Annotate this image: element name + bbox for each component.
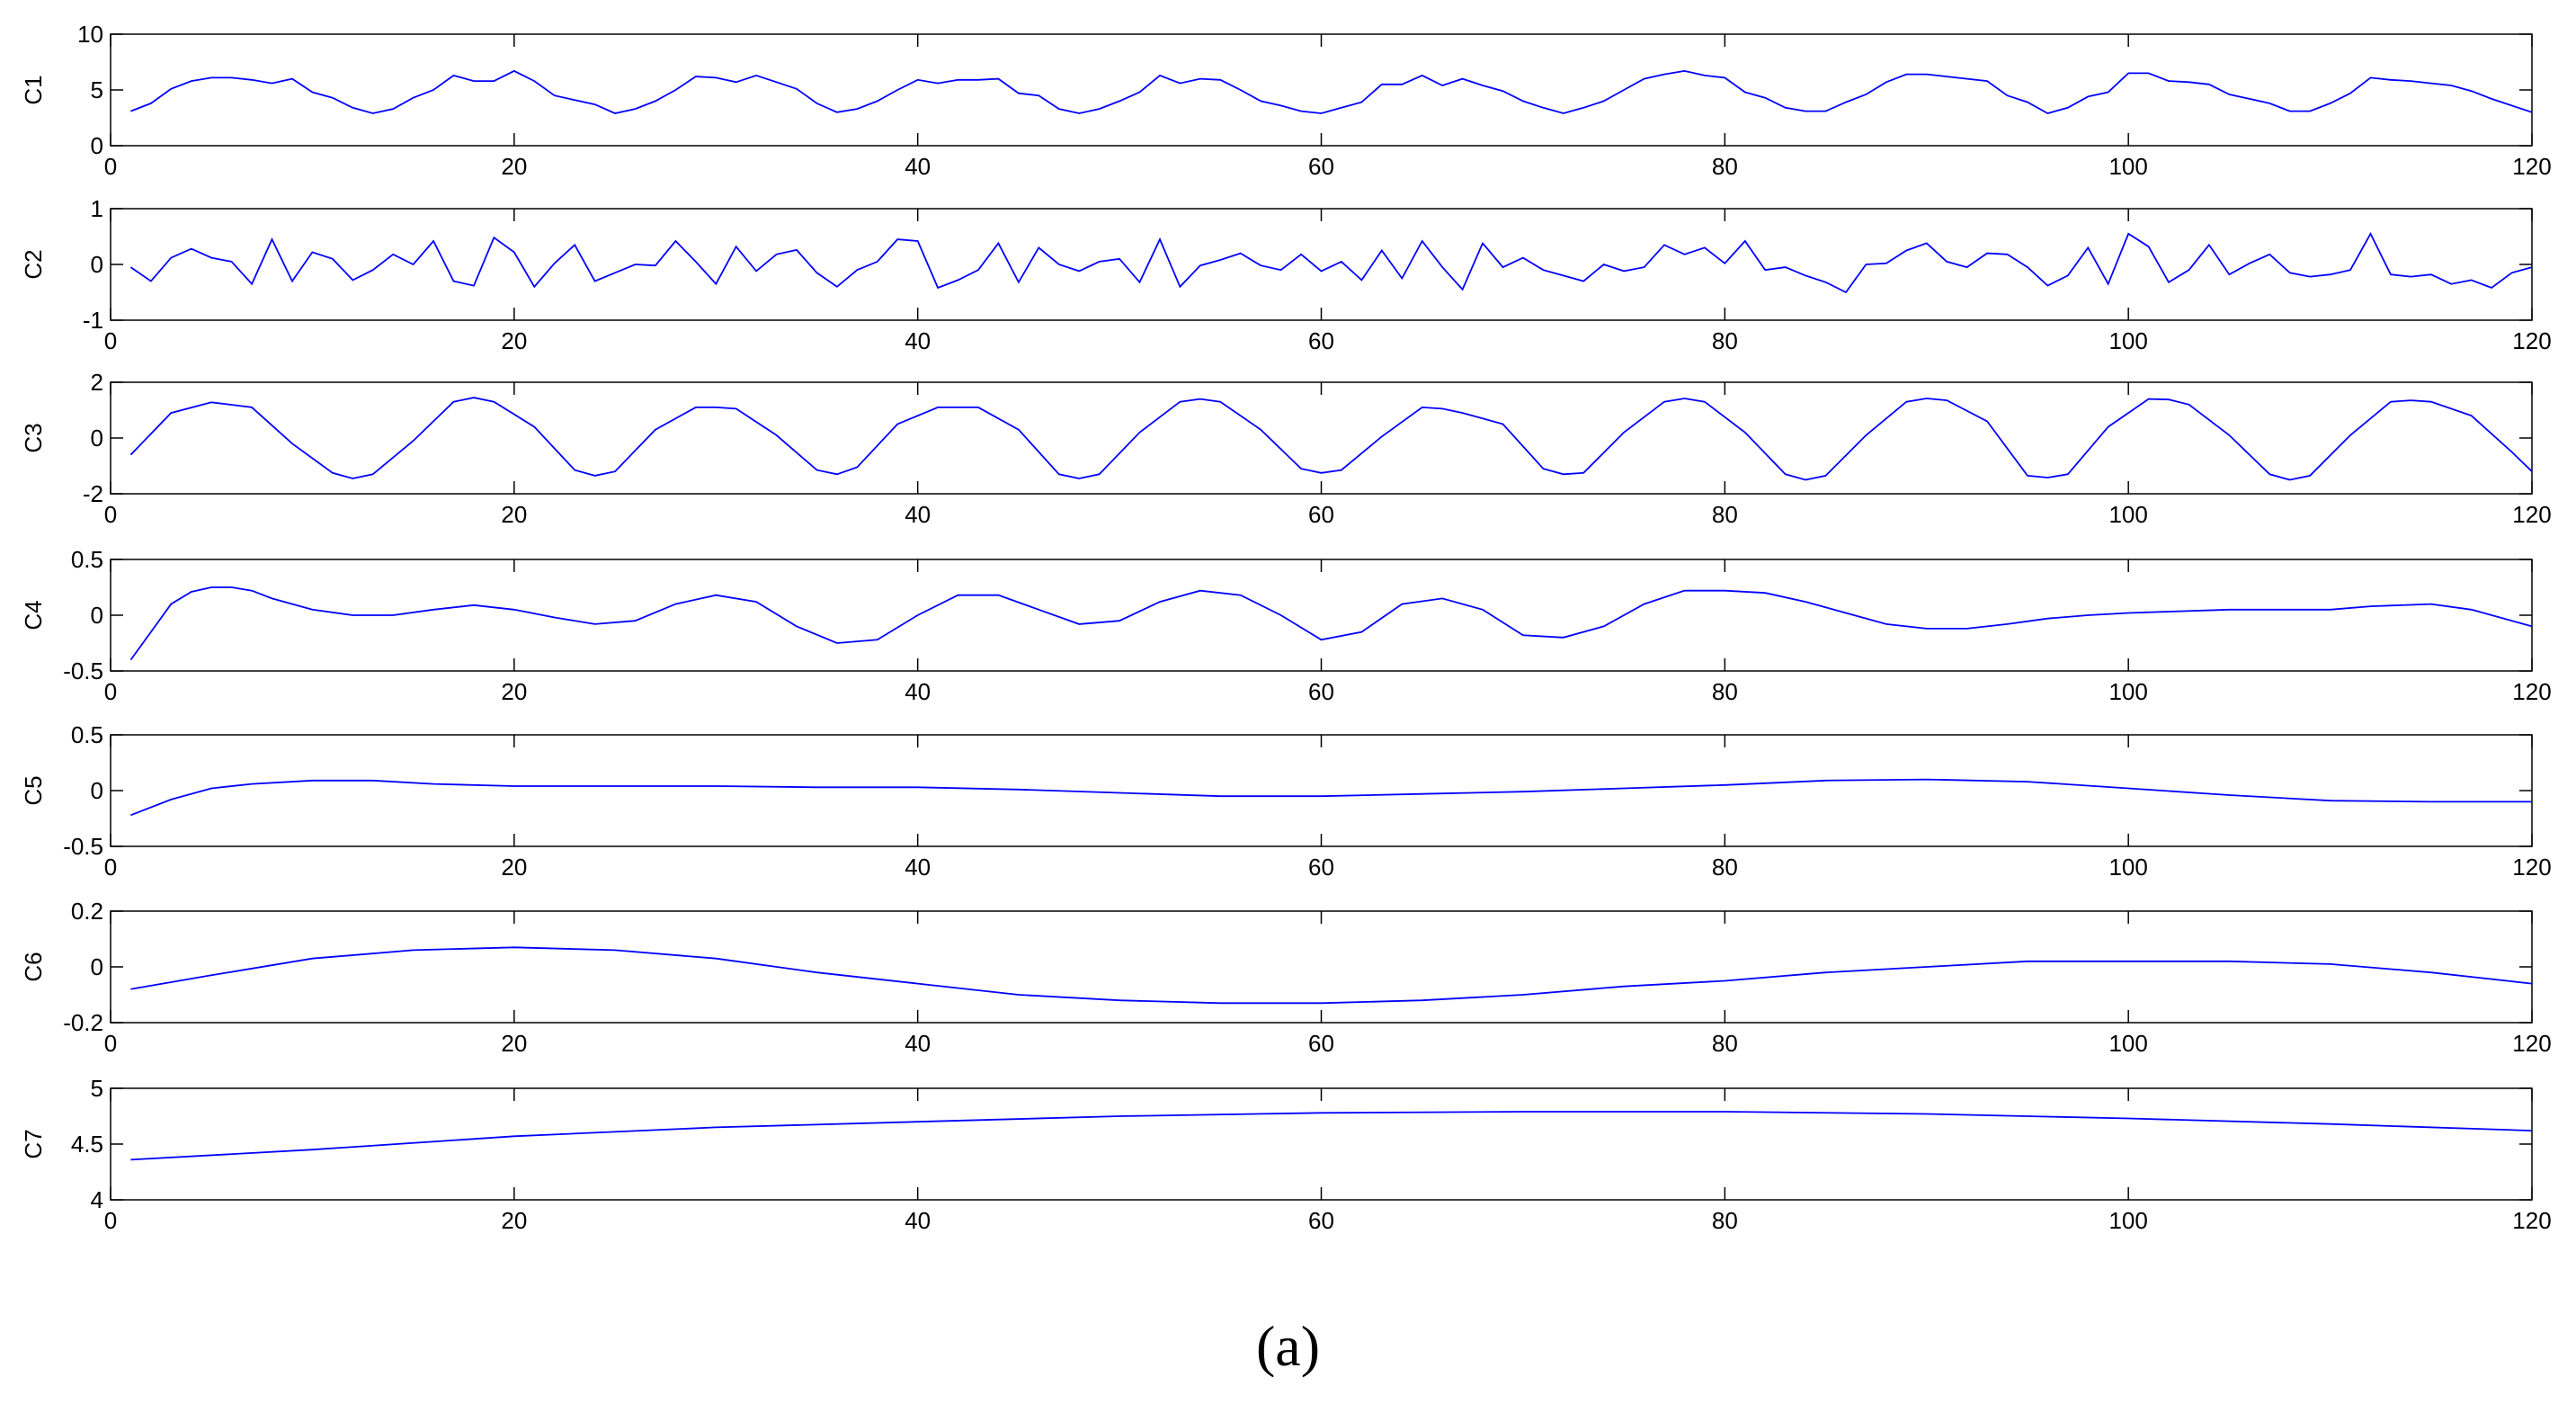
series-line xyxy=(130,778,2532,817)
series-line xyxy=(129,586,2533,661)
x-tick-label: 100 xyxy=(2108,153,2147,180)
x-tick-label: 80 xyxy=(1712,1207,1738,1234)
x-tick-label: 100 xyxy=(2108,854,2147,881)
x-tick-label: 80 xyxy=(1712,678,1738,705)
y-axis-label: C4 xyxy=(20,600,47,630)
y-tick-label: 5 xyxy=(91,76,103,103)
x-tick-label: 80 xyxy=(1712,153,1738,180)
x-tick-label: 60 xyxy=(1308,1030,1334,1057)
y-tick-label: -0.5 xyxy=(63,833,103,860)
x-tick-label: 40 xyxy=(905,1030,931,1057)
x-tick-label: 0 xyxy=(104,1207,117,1234)
x-tick-label: 20 xyxy=(501,1207,527,1234)
subplot-4: 0 20 40 60 80 100 120-0.500.5C4 xyxy=(20,546,2552,705)
x-tick-label: 100 xyxy=(2108,1207,2147,1234)
subplot-5: 0 20 40 60 80 100 120-0.500.5C5 xyxy=(20,721,2552,881)
axes-box xyxy=(110,208,2533,321)
x-tick-label: 60 xyxy=(1308,153,1334,180)
x-tick-label: 60 xyxy=(1308,501,1334,528)
series-line xyxy=(130,69,2533,114)
x-tick-label: 0 xyxy=(104,153,117,180)
y-axis-label: C1 xyxy=(20,75,47,104)
x-tick-label: 0 xyxy=(104,327,117,354)
series-line xyxy=(130,1111,2533,1161)
x-tick-label: 120 xyxy=(2512,854,2551,881)
axes-box xyxy=(110,33,2533,147)
subplot-7: 0 20 40 60 80 100 120 4 4.5 5 C7 xyxy=(20,1075,2552,1234)
x-tick-label: 80 xyxy=(1712,501,1738,528)
series-line xyxy=(130,946,2533,1005)
x-tick-label: 40 xyxy=(905,678,931,705)
y-tick-label: 0 xyxy=(91,953,103,980)
y-axis-label: C7 xyxy=(20,1129,47,1158)
x-tick-label: 20 xyxy=(501,678,527,705)
y-tick-label: -2 xyxy=(83,480,103,507)
x-tick-label: 120 xyxy=(2512,153,2551,180)
x-tick-label: 120 xyxy=(2512,1207,2551,1234)
y-tick-label: -1 xyxy=(83,307,103,334)
y-tick-label: 0 xyxy=(91,251,103,278)
y-tick-label: 0 xyxy=(91,602,103,629)
x-tick-label: 60 xyxy=(1308,327,1334,354)
x-tick-label: 60 xyxy=(1308,678,1334,705)
x-tick-label: 0 xyxy=(104,501,117,528)
x-tick-label: 120 xyxy=(2512,327,2551,354)
x-tick-label: 100 xyxy=(2108,1030,2147,1057)
y-tick-label: 4 xyxy=(91,1186,103,1213)
x-tick-label: 0 xyxy=(104,678,117,705)
x-tick-label: 20 xyxy=(501,1030,527,1057)
y-axis-label: C6 xyxy=(20,952,47,981)
x-tick-label: 0 xyxy=(104,1030,117,1057)
y-tick-label: 4.5 xyxy=(71,1131,103,1158)
y-tick-label: 0 xyxy=(91,132,103,159)
x-tick-label: 80 xyxy=(1712,327,1738,354)
y-tick-label: 0.5 xyxy=(71,546,103,573)
x-tick-label: 100 xyxy=(2108,678,2147,705)
x-tick-label: 80 xyxy=(1712,1030,1738,1057)
axes-box xyxy=(110,559,2533,672)
x-tick-label: 20 xyxy=(501,854,527,881)
x-tick-label: 20 xyxy=(501,153,527,180)
x-tick-label: 0 xyxy=(104,854,117,881)
x-tick-label: 120 xyxy=(2512,501,2551,528)
y-tick-label: -0.5 xyxy=(63,657,103,684)
y-tick-label: -0.2 xyxy=(63,1009,103,1036)
y-axis-label: C3 xyxy=(20,423,47,452)
x-tick-label: 100 xyxy=(2108,501,2147,528)
y-tick-label: 5 xyxy=(91,1075,103,1102)
x-tick-label: 120 xyxy=(2512,678,2551,705)
y-axis-label: C2 xyxy=(20,249,47,279)
x-tick-label: 20 xyxy=(501,327,527,354)
y-tick-label: 0.5 xyxy=(71,721,103,748)
subplot-1: 0 20 40 60 80 100 120 0 5 10 C1 xyxy=(20,21,2552,180)
x-tick-label: 60 xyxy=(1308,1207,1334,1234)
y-tick-label: 0 xyxy=(91,425,103,452)
x-tick-label: 60 xyxy=(1308,854,1334,881)
x-tick-label: 120 xyxy=(2512,1030,2551,1057)
x-tick-label: 40 xyxy=(905,1207,931,1234)
y-tick-label: 10 xyxy=(77,21,103,48)
series-line xyxy=(129,231,2533,294)
subplot-6: 0 20 40 60 80 100 120-0.200.2C6 xyxy=(20,898,2552,1057)
x-tick-label: 40 xyxy=(905,854,931,881)
y-tick-label: 0.2 xyxy=(71,898,103,925)
y-tick-label: 1 xyxy=(91,195,103,222)
axes-box xyxy=(110,910,2533,1024)
x-tick-label: 100 xyxy=(2108,327,2147,354)
x-tick-label: 40 xyxy=(905,501,931,528)
series-line xyxy=(129,397,2533,481)
x-tick-label: 20 xyxy=(501,501,527,528)
x-tick-label: 40 xyxy=(905,153,931,180)
y-axis-label: C5 xyxy=(20,775,47,805)
figure-caption: (a) xyxy=(1255,1314,1321,1378)
y-tick-label: 0 xyxy=(91,777,103,804)
x-tick-label: 40 xyxy=(905,327,931,354)
y-tick-label: 2 xyxy=(91,369,103,396)
axes-box xyxy=(110,1087,2533,1201)
x-tick-label: 80 xyxy=(1712,854,1738,881)
